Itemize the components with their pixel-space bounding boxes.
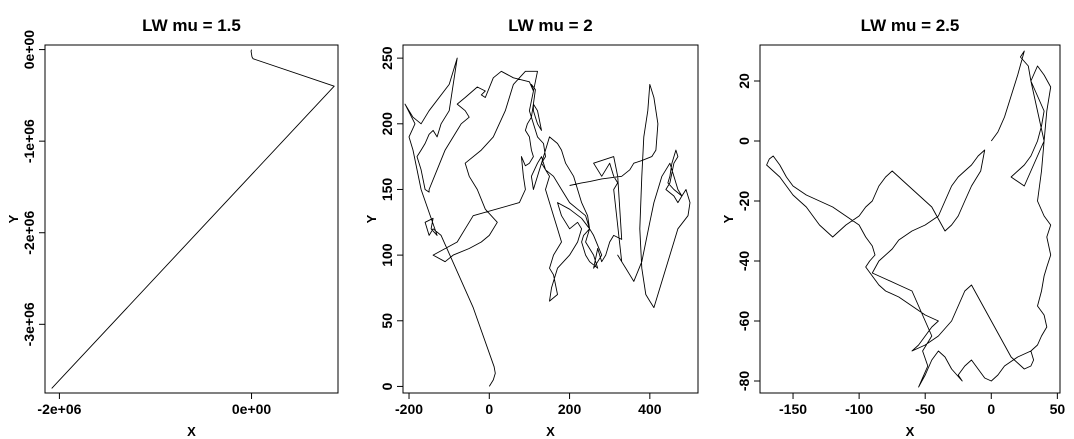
y-tick-label: 0 bbox=[736, 137, 752, 145]
chart-title: LW mu = 1.5 bbox=[142, 16, 241, 35]
y-tick-label: 20 bbox=[736, 73, 752, 89]
x-tick-label: -2e+06 bbox=[37, 401, 81, 417]
x-tick-label: 0e+00 bbox=[232, 401, 272, 417]
x-tick-label: 0 bbox=[485, 401, 493, 417]
y-tick-label: 0e+00 bbox=[21, 30, 37, 70]
x-axis-label: X bbox=[187, 424, 196, 439]
y-tick-label: -2e+06 bbox=[21, 211, 37, 255]
y-axis-label: Y bbox=[6, 214, 21, 223]
x-tick-label: 0 bbox=[987, 401, 995, 417]
walk-path-series bbox=[51, 49, 335, 389]
y-tick-label: -60 bbox=[736, 311, 752, 331]
y-tick-label: 150 bbox=[379, 178, 395, 202]
chart-title: LW mu = 2.5 bbox=[861, 16, 960, 35]
y-tick-label: 100 bbox=[379, 243, 395, 267]
y-tick-label: -3e+06 bbox=[21, 302, 37, 346]
x-axis-label: X bbox=[546, 424, 555, 439]
x-tick-label: -50 bbox=[915, 401, 935, 417]
walk-path-series bbox=[404, 57, 691, 387]
x-tick-label: -100 bbox=[845, 401, 873, 417]
x-axis-label: X bbox=[906, 424, 915, 439]
x-tick-label: -200 bbox=[395, 401, 423, 417]
y-tick-label: -80 bbox=[736, 371, 752, 391]
y-axis-label: Y bbox=[364, 214, 379, 223]
y-tick-label: 250 bbox=[379, 46, 395, 70]
plot-frame bbox=[759, 44, 1061, 394]
walk-path-series bbox=[766, 50, 1052, 388]
y-tick-label: -40 bbox=[736, 251, 752, 271]
plot-frame bbox=[44, 44, 339, 394]
x-tick-label: 200 bbox=[558, 401, 582, 417]
y-tick-label: 0 bbox=[379, 382, 395, 390]
y-tick-label: 200 bbox=[379, 112, 395, 136]
chart-title: LW mu = 2 bbox=[508, 16, 593, 35]
x-tick-label: 50 bbox=[1050, 401, 1066, 417]
y-tick-label: -20 bbox=[736, 191, 752, 211]
x-tick-label: -150 bbox=[779, 401, 807, 417]
y-axis-label: Y bbox=[721, 214, 736, 223]
y-tick-label: 50 bbox=[379, 313, 395, 329]
plot-frame bbox=[402, 44, 699, 394]
x-tick-label: 400 bbox=[638, 401, 662, 417]
y-tick-label: -1e+06 bbox=[21, 119, 37, 163]
